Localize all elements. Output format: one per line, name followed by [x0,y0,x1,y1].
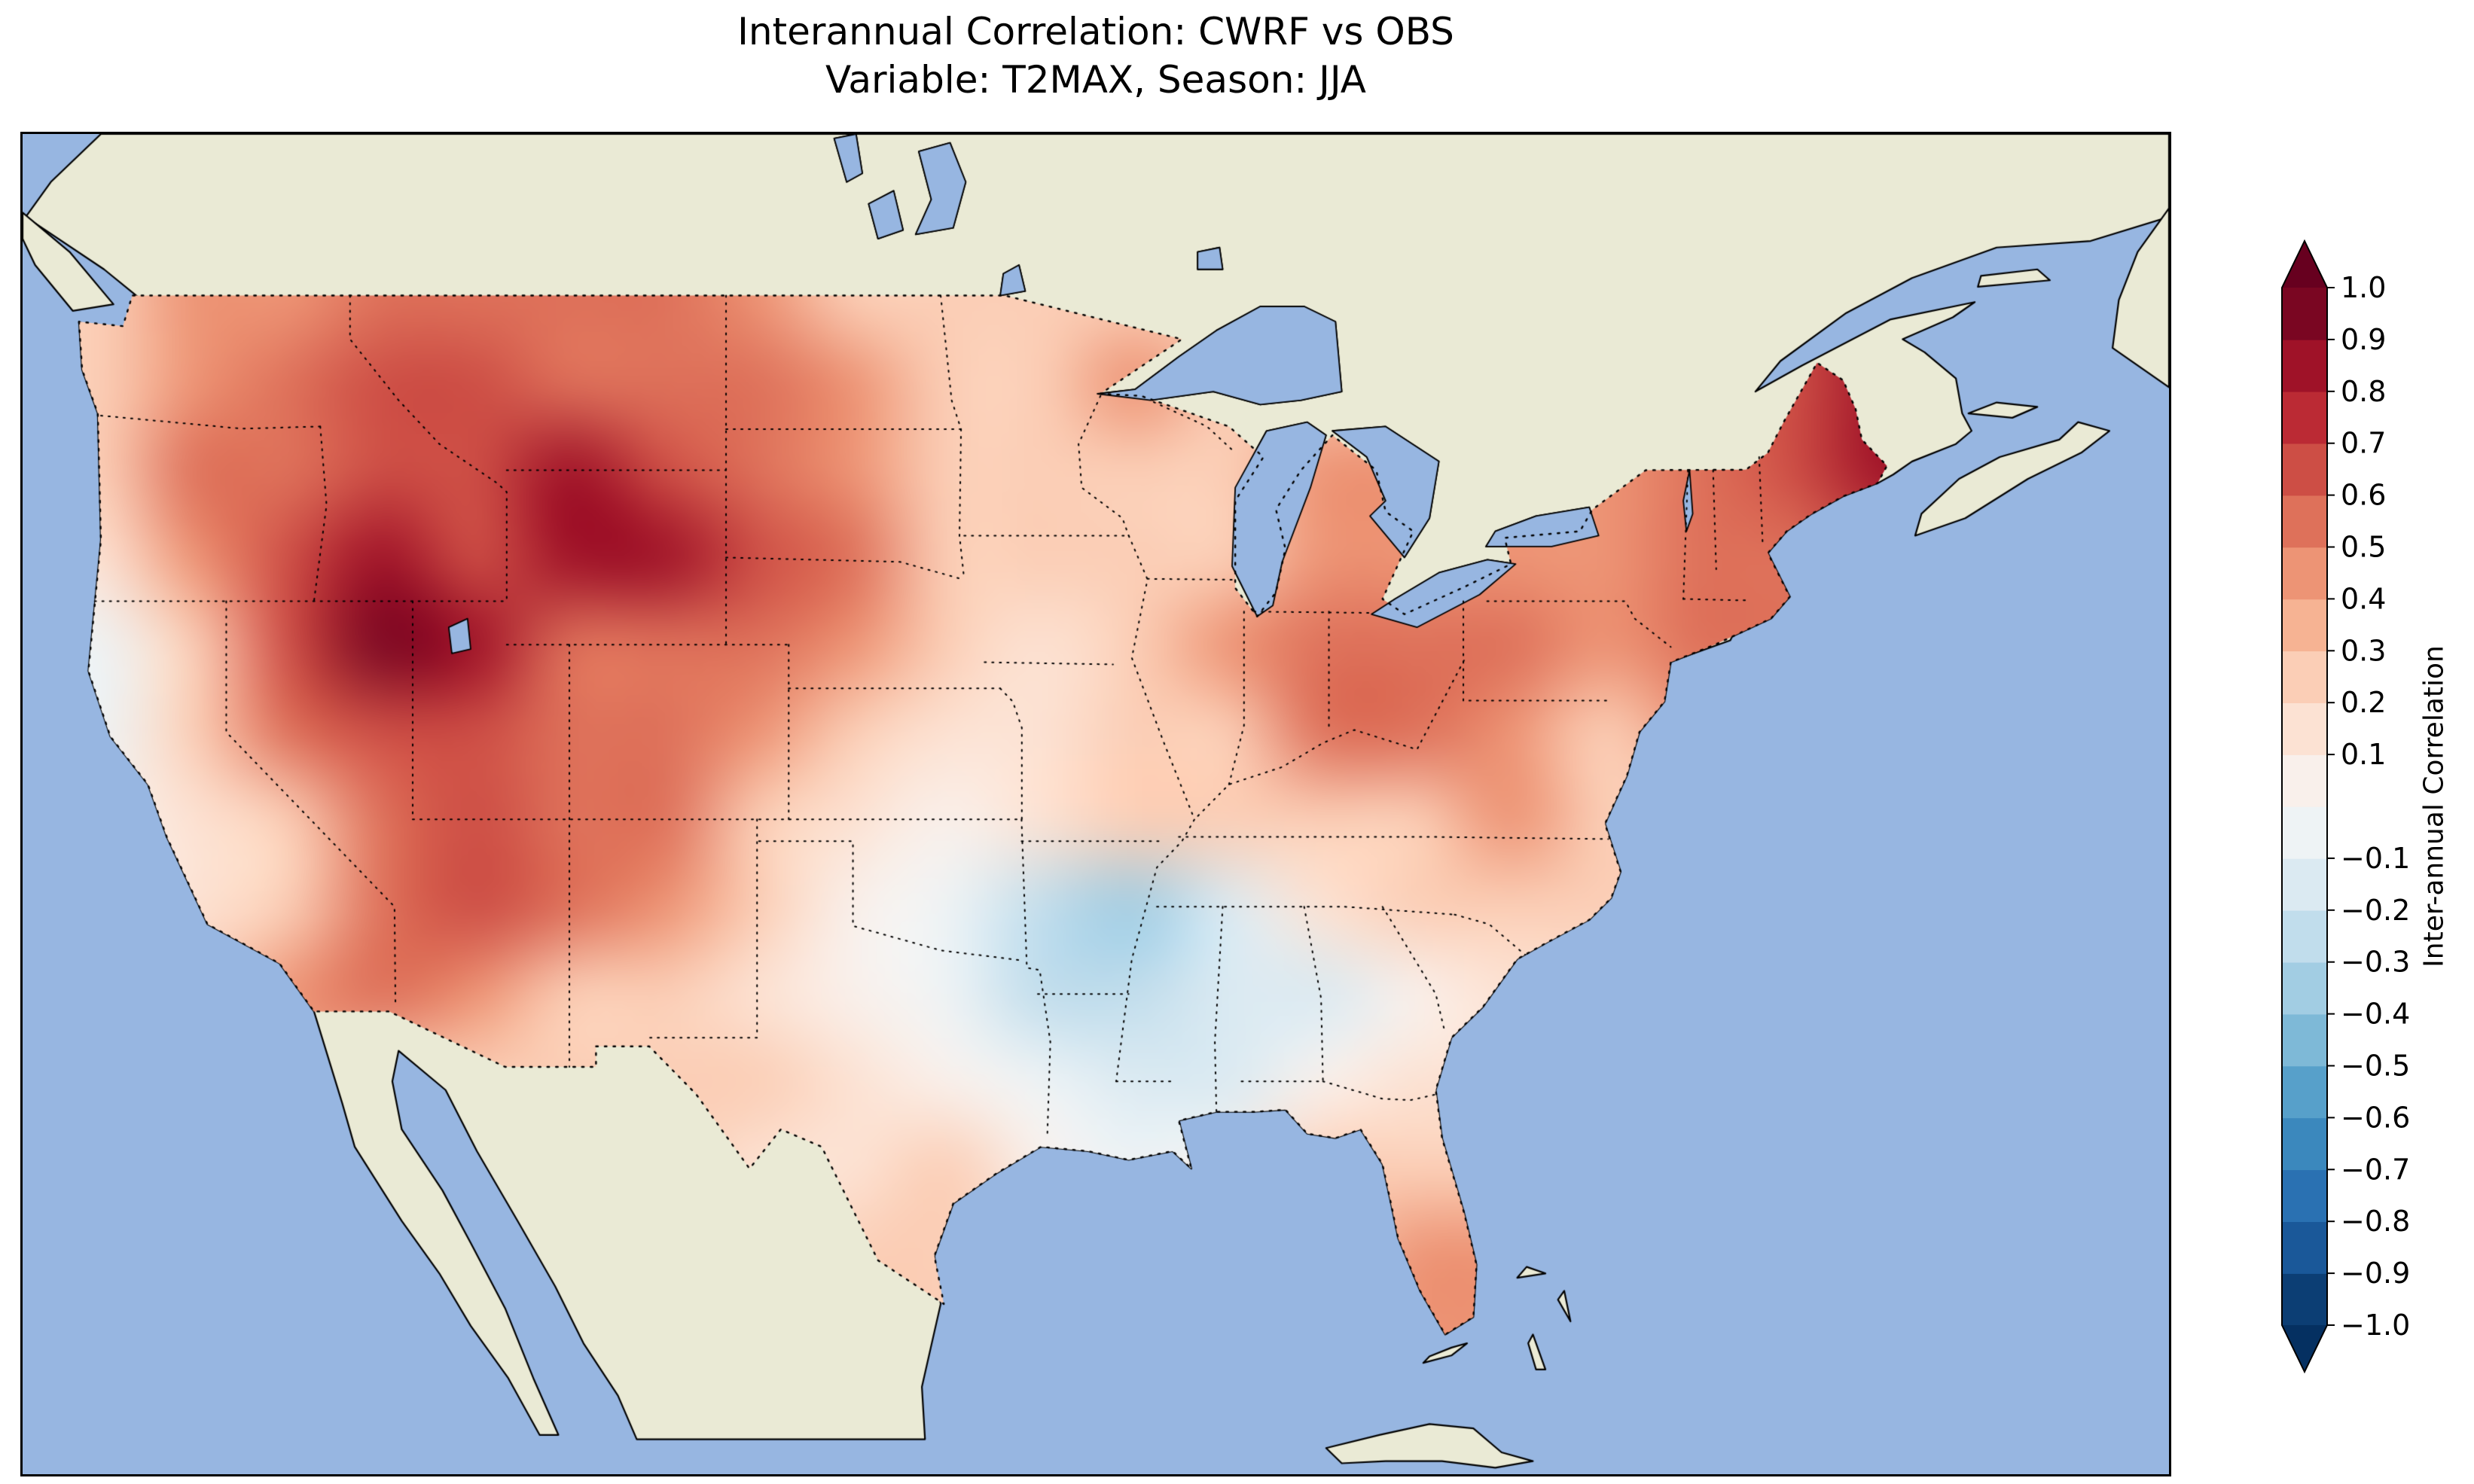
colorbar-tick-label: −0.5 [2341,1050,2410,1083]
colorbar-label: Inter-annual Correlation [2418,645,2450,967]
colorbar-segment [2282,910,2327,963]
colorbar-tick-label: −1.0 [2341,1309,2410,1342]
colorbar-segment [2282,391,2327,444]
colorbar-segment [2282,651,2327,703]
colorbar-tick-label: 1.0 [2341,271,2386,304]
colorbar-segment [2282,339,2327,392]
colorbar-tick-label: −0.2 [2341,894,2410,927]
colorbar-tick-label: 0.2 [2341,686,2386,719]
colorbar-tick-label: −0.7 [2341,1153,2410,1186]
colorbar-segment [2282,599,2327,652]
colorbar-segment [2282,288,2327,340]
colorbar-extend-max [2282,241,2327,288]
colorbar-tick-label: −0.4 [2341,998,2410,1031]
colorbar-segment [2282,961,2327,1015]
colorbar-tick-label: −0.3 [2341,946,2410,979]
colorbar-tick-label: 0.6 [2341,479,2386,512]
colorbar-tick-label: 0.9 [2341,323,2386,356]
title-line-1: Interannual Correlation: CWRF vs OBS [737,10,1454,53]
colorbar-tick-label: −0.8 [2341,1205,2410,1238]
colorbar-segment [2282,858,2327,911]
map-canvas [20,132,2171,1476]
colorbar-tick-label: 0.3 [2341,634,2386,667]
colorbar-segment [2282,1117,2327,1171]
colorbar-segment [2282,547,2327,600]
colorbar-segment [2282,806,2327,859]
title-line-2: Variable: T2MAX, Season: JJA [825,58,1366,102]
colorbar-extend-min [2282,1325,2327,1372]
colorbar-tick-label: 0.5 [2341,531,2386,564]
colorbar-tick-label: 0.8 [2341,375,2386,408]
colorbar-segment [2282,1065,2327,1119]
colorbar-tick-label: 0.1 [2341,738,2386,771]
colorbar-segment [2282,1169,2327,1222]
colorbar: 1.0 0.9 0.8 0.7 0.6 0.5 0.4 0.3 0.2 0.1 −0.1 −0.2 −0… [2281,239,2410,1374]
colorbar-segment [2282,702,2327,755]
colorbar-segment [2282,443,2327,496]
colorbar-segment [2282,495,2327,548]
colorbar-tick-label: 0.7 [2341,427,2386,460]
colorbar-tick-label: −0.6 [2341,1101,2410,1134]
colorbar-segment [2282,1273,2327,1326]
colorbar-segment [2282,1221,2327,1274]
colorbar-segment [2282,754,2327,807]
figure-title: Interannual Correlation: CWRF vs OBS Var… [23,8,2169,104]
colorbar-tick-label: −0.1 [2341,842,2410,875]
colorbar-tick-label: 0.4 [2341,582,2386,615]
colorbar-segment [2282,1013,2327,1067]
colorbar-tick-label: −0.9 [2341,1257,2410,1290]
